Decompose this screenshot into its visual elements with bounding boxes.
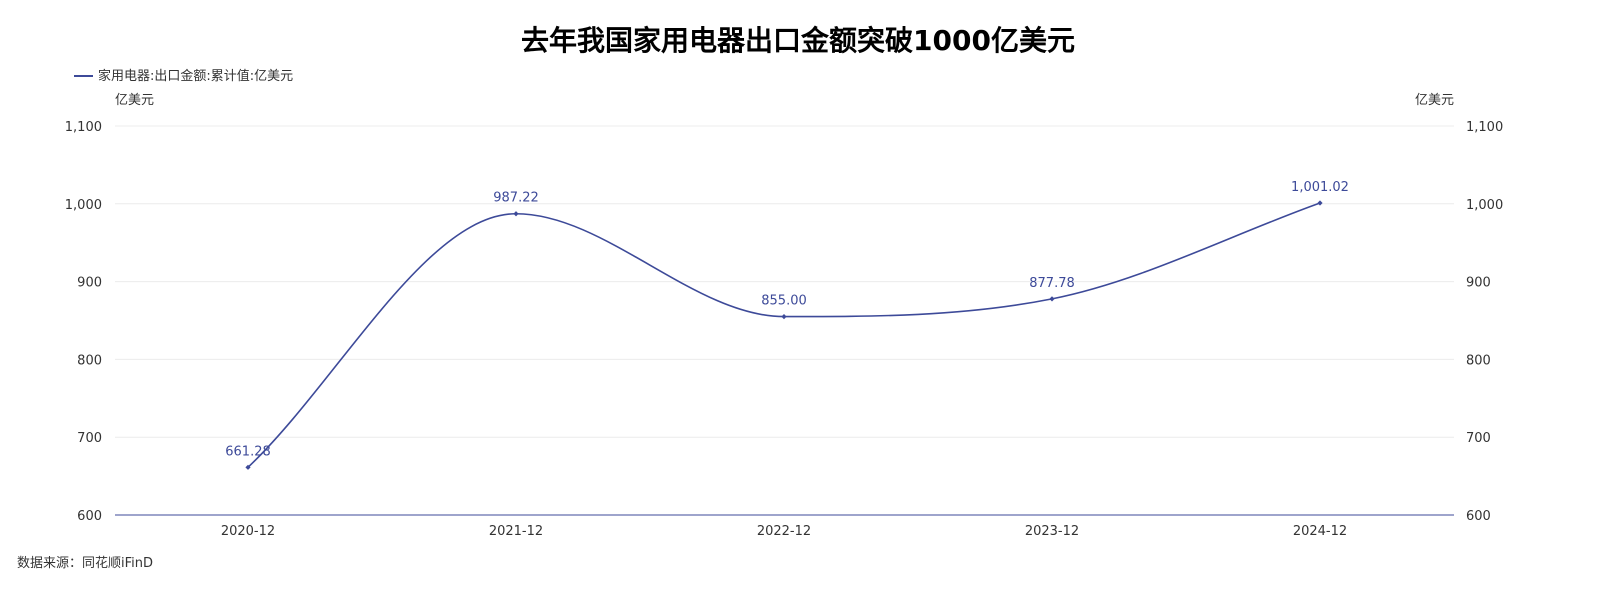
data-point[interactable] (245, 464, 251, 470)
x-axis-ticks: 2020-12 2021-12 2022-12 2023-12 2024-12 (221, 524, 1347, 539)
y-tick-label-left: 900 (77, 276, 102, 291)
legend[interactable]: 家用电器:出口金额:累计值:亿美元 (74, 68, 293, 84)
data-label: 1,001.02 (1291, 180, 1349, 195)
x-tick-label: 2020-12 (221, 524, 275, 539)
series-line (247, 202, 1321, 468)
x-tick-label: 2024-12 (1293, 524, 1347, 539)
y-tick-label-right: 700 (1466, 431, 1491, 446)
y-tick-label-left: 700 (77, 431, 102, 446)
data-label: 661.28 (225, 444, 271, 459)
y-tick-label-left: 1,100 (65, 120, 102, 135)
source-note: 数据来源：同花顺iFinD (17, 555, 153, 571)
legend-label: 家用电器:出口金额:累计值:亿美元 (98, 68, 293, 84)
y-tick-label-right: 1,000 (1466, 198, 1503, 213)
data-point[interactable] (513, 211, 519, 217)
y-tick-label-left: 600 (77, 509, 102, 524)
y-tick-label-right: 600 (1466, 509, 1491, 524)
y-tick-label-right: 900 (1466, 276, 1491, 291)
data-label: 987.22 (493, 191, 539, 206)
y-tick-label-left: 1,000 (65, 198, 102, 213)
x-tick-label: 2022-12 (757, 524, 811, 539)
y-axis-right-unit: 亿美元 (1415, 93, 1454, 108)
chart-title: 去年我国家用电器出口金额突破1000亿美元 (521, 24, 1075, 57)
grid (115, 125, 1454, 438)
data-label: 877.78 (1029, 276, 1075, 291)
y-axis-ticks: 600 600 700 700 800 800 900 900 1,000 1,000 1,100 1… (65, 120, 1503, 524)
y-tick-label-right: 800 (1466, 353, 1491, 368)
x-tick-label: 2021-12 (489, 524, 543, 539)
y-tick-label-left: 800 (77, 353, 102, 368)
y-axis-left-unit: 亿美元 (115, 93, 154, 108)
x-tick-label: 2023-12 (1025, 524, 1079, 539)
data-point[interactable] (1049, 296, 1055, 302)
data-point[interactable] (1317, 200, 1323, 206)
data-label: 855.00 (761, 294, 807, 309)
data-point[interactable] (781, 314, 787, 320)
y-tick-label-right: 1,100 (1466, 120, 1503, 135)
series-group (245, 200, 1323, 470)
data-labels: 661.28 987.22 855.00 877.78 1,001.02 (225, 180, 1349, 459)
